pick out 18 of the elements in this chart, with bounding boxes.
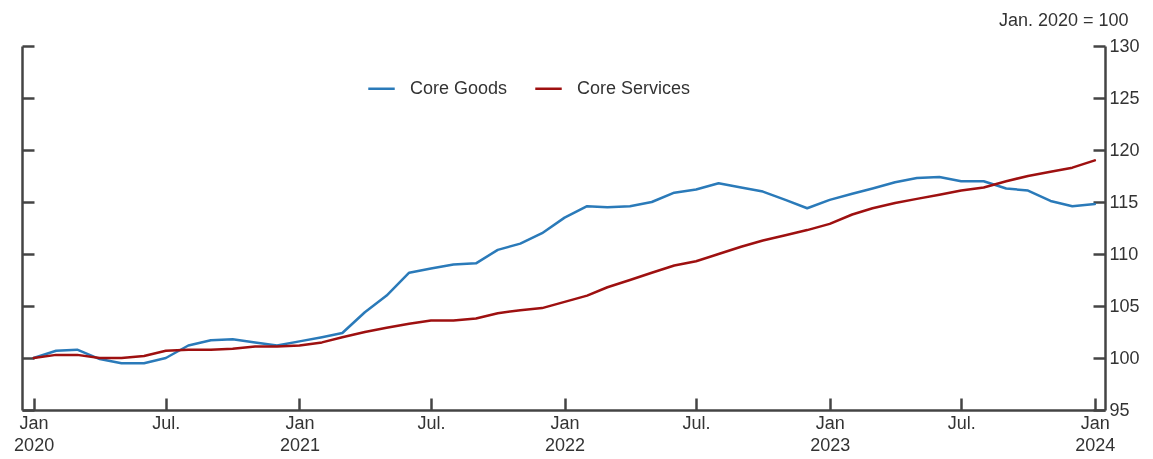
x-tick-label: Jan 2023 xyxy=(810,412,851,455)
y-tick-label: 105 xyxy=(1109,295,1140,316)
x-tick-label: Jul. xyxy=(947,412,976,433)
x-tick-label: Jul. xyxy=(152,412,181,433)
x-tick-label: Jan 2020 xyxy=(14,412,55,455)
y-tick-label: 115 xyxy=(1109,191,1139,212)
x-tick-label: Jul. xyxy=(417,412,446,433)
x-tick-label: Jan 2022 xyxy=(545,412,586,455)
y-tick-label: 125 xyxy=(1109,87,1140,108)
y-tick-label: 130 xyxy=(1109,35,1140,56)
legend-label: Core Services xyxy=(577,77,691,98)
y-axis-title: Jan. 2020 = 100 xyxy=(998,9,1129,30)
y-tick-label: 100 xyxy=(1109,347,1140,368)
x-tick-label: Jan 2021 xyxy=(279,412,320,455)
legend-label: Core Goods xyxy=(410,77,508,98)
x-tick-label: Jul. xyxy=(682,412,711,433)
y-tick-label: 120 xyxy=(1109,139,1140,160)
y-tick-label: 110 xyxy=(1109,243,1139,264)
